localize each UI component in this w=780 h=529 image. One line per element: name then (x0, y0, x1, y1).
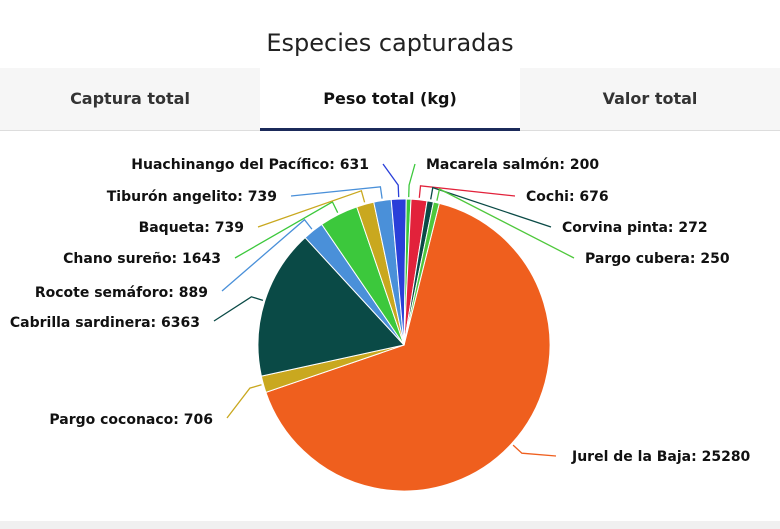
slice-label: Cabrilla sardinera: 6363 (10, 315, 200, 331)
slice-label: Macarela salmón: 200 (426, 157, 599, 173)
leader-line (436, 188, 575, 259)
slice-label: Tiburón angelito: 739 (107, 189, 277, 205)
slice-label: Corvina pinta: 272 (562, 220, 708, 236)
leader-line (234, 200, 339, 259)
leader-line (512, 444, 557, 457)
leader-line (221, 218, 313, 292)
leader-line (408, 163, 416, 198)
pie-slice[interactable] (257, 236, 405, 377)
leader-line (226, 384, 262, 419)
tab-captura-total[interactable]: Captura total (70, 89, 190, 108)
leader-line (418, 185, 516, 198)
chart-title: Especies capturadas (266, 29, 514, 57)
leader-line (430, 186, 552, 228)
slice-label: Rocote semáforo: 889 (35, 285, 208, 301)
tab-bar: Captura total Peso total (kg) Valor tota… (0, 68, 780, 131)
leader-line (213, 296, 264, 322)
pie-slice[interactable] (265, 202, 551, 492)
tab-valor-total[interactable]: Valor total (602, 89, 698, 108)
slice-label: Pargo cubera: 250 (585, 251, 730, 267)
slice-label: Baqueta: 739 (139, 220, 244, 236)
leader-line (290, 186, 383, 199)
slice-label: Chano sureño: 1643 (63, 251, 221, 267)
leader-line (382, 163, 400, 198)
slice-label: Pargo coconaco: 706 (49, 412, 213, 428)
pie-slice[interactable] (403, 201, 440, 346)
slice-label: Jurel de la Baja: 25280 (571, 449, 751, 465)
leader-line (257, 189, 366, 228)
footer-bar (0, 521, 780, 529)
pie-chart: Jurel de la Baja: 25280 Pargo coconaco: 7… (10, 157, 751, 492)
slice-label: Huachinango del Pacífico: 631 (131, 157, 369, 173)
slice-label: Cochi: 676 (526, 189, 609, 205)
tab-peso-total[interactable]: Peso total (kg) (260, 68, 520, 131)
